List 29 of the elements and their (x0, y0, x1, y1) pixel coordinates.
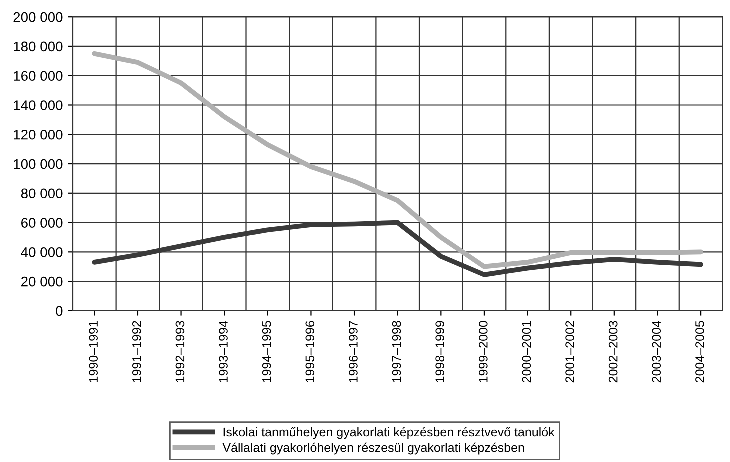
y-tick-label: 100 000 (14, 159, 63, 170)
legend-label: Vállalati gyakorlóhelyen részesül gyakorlati képzésben (222, 442, 524, 455)
x-tick-label: 1999–2000 (478, 321, 488, 382)
x-tick-label: 2003–2004 (652, 321, 662, 383)
x-tick-label: 1990–1991 (89, 321, 98, 382)
y-tick-label: 140 000 (14, 100, 63, 110)
x-tick-label: 2001–2002 (566, 321, 574, 383)
x-tick-label: 1998–1999 (436, 321, 445, 382)
legend-label: Iskolai tanműhelyen gyakorlati képzésben résztvevő tanulók (224, 427, 555, 440)
x-tick-label: 1993–1994 (219, 321, 228, 382)
x-tick-label: 1997–1998 (392, 321, 402, 382)
x-tick-label: 1991–1992 (132, 321, 142, 382)
y-tick-label: 160 000 (14, 71, 63, 82)
x-tick-label: 2000–2001 (522, 321, 532, 383)
y-tick-label: 180 000 (14, 42, 63, 52)
x-tick-label: 1996–1997 (349, 321, 358, 382)
y-tick-label: 20 000 (22, 276, 63, 287)
y-tick-label: 200 000 (14, 12, 63, 22)
x-tick-label: 1995–1996 (306, 321, 315, 382)
x-tick-label: 2002–2003 (608, 321, 618, 383)
y-tick-label: 40 000 (21, 247, 63, 258)
y-tick-label: 60 000 (22, 218, 63, 228)
x-tick-label: 2004–2005 (696, 321, 704, 383)
y-tick-label: 120 000 (14, 130, 63, 140)
y-tick-label: 80 000 (21, 188, 63, 199)
x-tick-label: 1992–1993 (176, 321, 185, 382)
y-tick-label: 0 (56, 306, 63, 316)
line-series (92, 51, 704, 270)
x-tick-label: 1994–1995 (262, 321, 272, 382)
